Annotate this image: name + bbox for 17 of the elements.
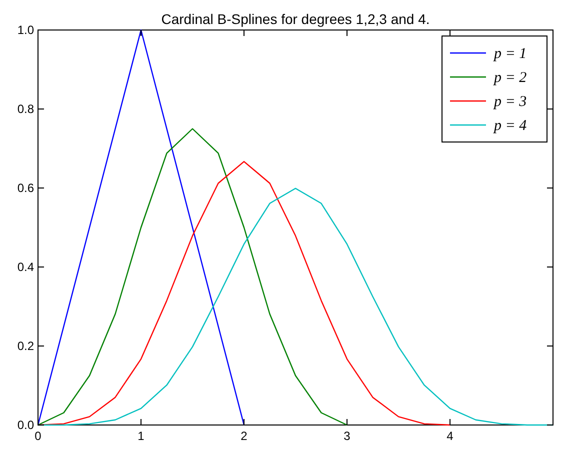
- x-tick-label: 4: [446, 429, 454, 443]
- x-tick-label: 1: [138, 429, 145, 443]
- x-tick-label: 3: [344, 429, 351, 443]
- y-tick-label: 0.6: [17, 181, 34, 195]
- x-tick-label: 2: [240, 429, 248, 443]
- x-tick-label: 0: [34, 429, 42, 443]
- chart-title: Cardinal B-Splines for degrees 1,2,3 and 4.: [161, 11, 430, 27]
- y-tick-label: 0.4: [17, 260, 34, 274]
- legend-label: p = 4: [493, 118, 528, 134]
- y-tick-label: 1.0: [17, 23, 34, 37]
- line-series: [37, 128, 348, 426]
- y-tick-label: 0.0: [17, 418, 34, 432]
- legend-label: p = 3: [493, 94, 527, 110]
- y-tick-label: 0.8: [17, 102, 34, 116]
- legend-label: p = 1: [493, 46, 527, 62]
- legend-label: p = 2: [493, 70, 528, 86]
- y-tick-label: 0.2: [17, 339, 34, 353]
